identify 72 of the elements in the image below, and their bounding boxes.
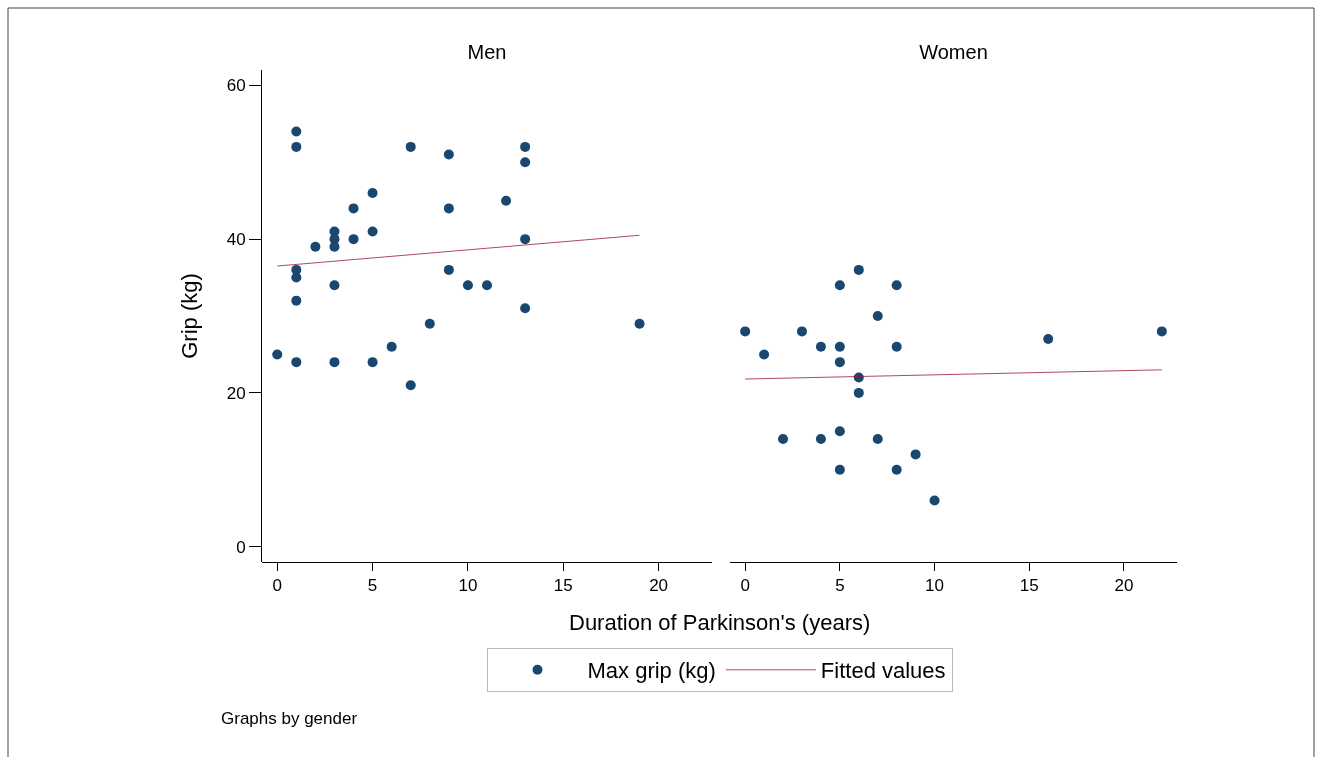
- chart-title: Women: [919, 41, 988, 63]
- legend-label: Max grip (kg): [587, 658, 716, 684]
- x-tick-label: 10: [925, 576, 945, 596]
- point: [778, 434, 789, 444]
- point: [929, 495, 940, 506]
- point: [443, 203, 454, 214]
- point: [520, 303, 531, 314]
- point: [291, 295, 302, 306]
- y-tick-label: 40: [226, 230, 246, 250]
- point: [891, 280, 902, 291]
- point: [759, 349, 770, 360]
- x-tick-label: 20: [1114, 576, 1134, 596]
- x-tick-label: 0: [272, 576, 282, 596]
- point: [834, 341, 845, 352]
- point: [291, 272, 302, 283]
- point: [872, 311, 883, 321]
- x-tick-label: 20: [649, 576, 669, 596]
- point: [424, 318, 435, 329]
- point: [834, 464, 845, 475]
- chart-title: Men: [467, 41, 507, 63]
- point: [386, 341, 397, 352]
- point: [482, 280, 492, 291]
- text: Graphs by gender: [221, 709, 358, 728]
- point: [348, 234, 359, 245]
- point: [910, 449, 921, 460]
- point: [520, 234, 531, 245]
- point: [462, 280, 473, 291]
- point: [501, 195, 512, 206]
- y-tick-label: 60: [226, 76, 246, 96]
- point: [520, 141, 531, 152]
- point: [1043, 334, 1054, 345]
- point: [891, 464, 902, 475]
- point: [329, 280, 340, 291]
- point: [853, 264, 864, 275]
- point: [853, 387, 864, 398]
- point: [443, 264, 454, 275]
- point: [443, 149, 454, 160]
- point: [834, 280, 845, 291]
- y-axis-title: Grip (kg): [177, 273, 203, 359]
- point: [834, 426, 845, 437]
- point: [367, 226, 378, 237]
- point: [1156, 326, 1167, 337]
- point: [891, 341, 902, 352]
- point: [405, 380, 416, 391]
- point: [815, 341, 826, 352]
- y-tick-label: 20: [226, 383, 246, 403]
- x-tick-label: 5: [367, 576, 378, 596]
- point: [834, 357, 845, 368]
- point: [291, 141, 302, 152]
- point: [348, 203, 359, 214]
- x-axis-title: Duration of Parkinson's (years): [569, 610, 871, 635]
- point: [872, 434, 883, 444]
- point: [405, 141, 416, 152]
- point: [367, 188, 378, 198]
- y-tick-label: 0: [236, 537, 246, 557]
- point: [796, 326, 807, 337]
- point: [520, 157, 531, 168]
- x-tick-label: 15: [1019, 576, 1039, 596]
- x-tick-label: 10: [458, 576, 478, 596]
- point: [272, 349, 283, 360]
- point: [367, 357, 378, 368]
- point: [291, 126, 302, 137]
- legend-label: Fitted values: [820, 658, 946, 684]
- point: [291, 357, 302, 368]
- x-tick-label: 15: [553, 576, 573, 596]
- x-tick-label: 0: [740, 576, 750, 596]
- point: [634, 318, 645, 329]
- point: [310, 241, 321, 252]
- point: [329, 357, 340, 368]
- point: [740, 326, 751, 337]
- x-tick-label: 5: [835, 576, 845, 596]
- point: [815, 434, 826, 444]
